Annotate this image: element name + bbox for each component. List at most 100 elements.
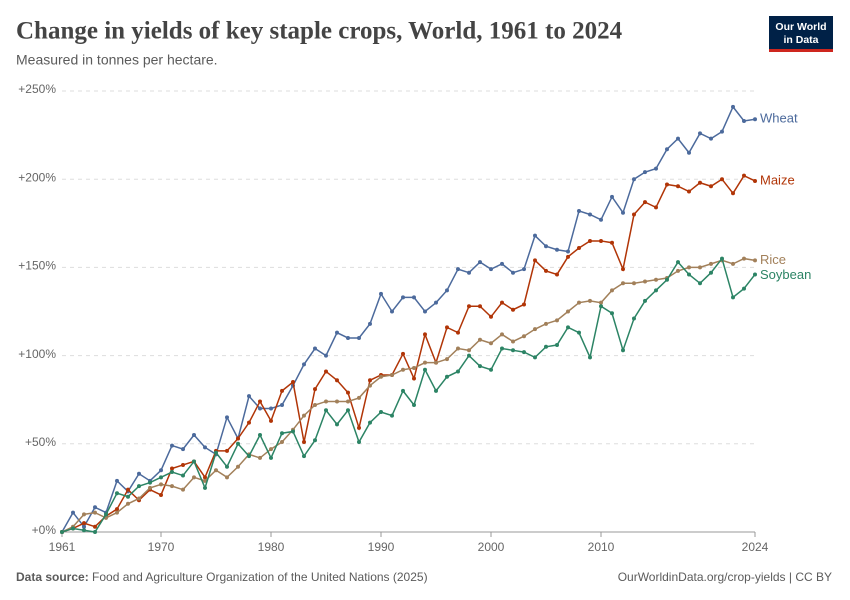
logo-text[interactable]: in Data — [783, 34, 818, 46]
point — [588, 212, 592, 217]
point — [731, 261, 735, 266]
point — [500, 261, 504, 266]
point — [489, 367, 493, 372]
point — [753, 258, 757, 263]
point — [555, 343, 559, 348]
legend-label: Rice — [760, 252, 786, 267]
point — [203, 478, 207, 483]
point — [214, 468, 218, 473]
point — [665, 182, 669, 187]
point — [511, 339, 515, 344]
point — [379, 291, 383, 296]
point — [720, 177, 724, 182]
point — [742, 118, 746, 123]
point — [731, 295, 735, 300]
point — [335, 330, 339, 335]
point — [676, 268, 680, 273]
point — [346, 408, 350, 413]
point — [621, 281, 625, 286]
point — [324, 369, 328, 374]
point — [467, 304, 471, 309]
point — [654, 288, 658, 293]
point — [456, 330, 460, 335]
point — [280, 431, 284, 436]
point — [137, 484, 141, 489]
x-tick-label: 2000 — [478, 540, 505, 554]
point — [445, 325, 449, 330]
logo[interactable]: Our World in Data — [769, 16, 833, 52]
point — [401, 295, 405, 300]
point — [291, 380, 295, 385]
point — [654, 277, 658, 282]
logo-text[interactable]: Our World — [775, 21, 826, 33]
point — [742, 256, 746, 261]
point — [544, 244, 548, 249]
point — [115, 507, 119, 512]
point — [599, 300, 603, 305]
point — [203, 445, 207, 450]
point — [247, 394, 251, 399]
point — [632, 212, 636, 217]
point — [753, 117, 757, 122]
legend-label: Wheat — [760, 111, 798, 126]
point — [225, 448, 229, 453]
series — [60, 256, 757, 534]
point — [599, 304, 603, 309]
point — [500, 346, 504, 351]
point — [489, 267, 493, 272]
point — [445, 374, 449, 379]
point — [269, 455, 273, 460]
point — [500, 332, 504, 337]
point — [170, 470, 174, 475]
point — [401, 388, 405, 393]
point — [313, 346, 317, 351]
point — [434, 300, 438, 305]
point — [456, 346, 460, 351]
point — [346, 335, 350, 340]
point — [720, 129, 724, 134]
point — [676, 260, 680, 265]
point — [368, 321, 372, 326]
point — [159, 475, 163, 480]
source-text[interactable]: Food and Agriculture Organization of the… — [92, 570, 428, 584]
point — [269, 447, 273, 452]
point — [720, 256, 724, 261]
point — [621, 267, 625, 272]
point — [236, 464, 240, 469]
point — [379, 410, 383, 415]
point — [533, 233, 537, 238]
point — [324, 399, 328, 404]
x-tick-label: 1980 — [258, 540, 285, 554]
point — [115, 478, 119, 483]
point — [170, 443, 174, 448]
point — [148, 480, 152, 485]
x-tick-label: 2024 — [742, 540, 769, 554]
point — [632, 177, 636, 182]
series — [60, 256, 757, 534]
point — [687, 265, 691, 270]
source-url[interactable]: OurWorldinData.org/crop-yields | CC BY — [618, 570, 832, 584]
point — [357, 395, 361, 400]
y-tick-label: +150% — [18, 259, 56, 273]
point — [368, 383, 372, 388]
point — [71, 510, 75, 515]
x-tick-label: 2010 — [588, 540, 615, 554]
point — [610, 311, 614, 316]
point — [687, 189, 691, 194]
point — [357, 425, 361, 430]
point — [203, 475, 207, 480]
point — [291, 429, 295, 434]
series — [60, 173, 757, 534]
chart-title: Change in yields of key staple crops, Wo… — [16, 18, 623, 45]
point — [401, 351, 405, 356]
point — [115, 510, 119, 515]
point — [555, 247, 559, 252]
point — [698, 265, 702, 270]
logo-box[interactable] — [769, 16, 833, 50]
point — [115, 491, 119, 496]
point — [467, 348, 471, 353]
point — [192, 459, 196, 464]
line — [61, 256, 756, 533]
point — [313, 402, 317, 407]
